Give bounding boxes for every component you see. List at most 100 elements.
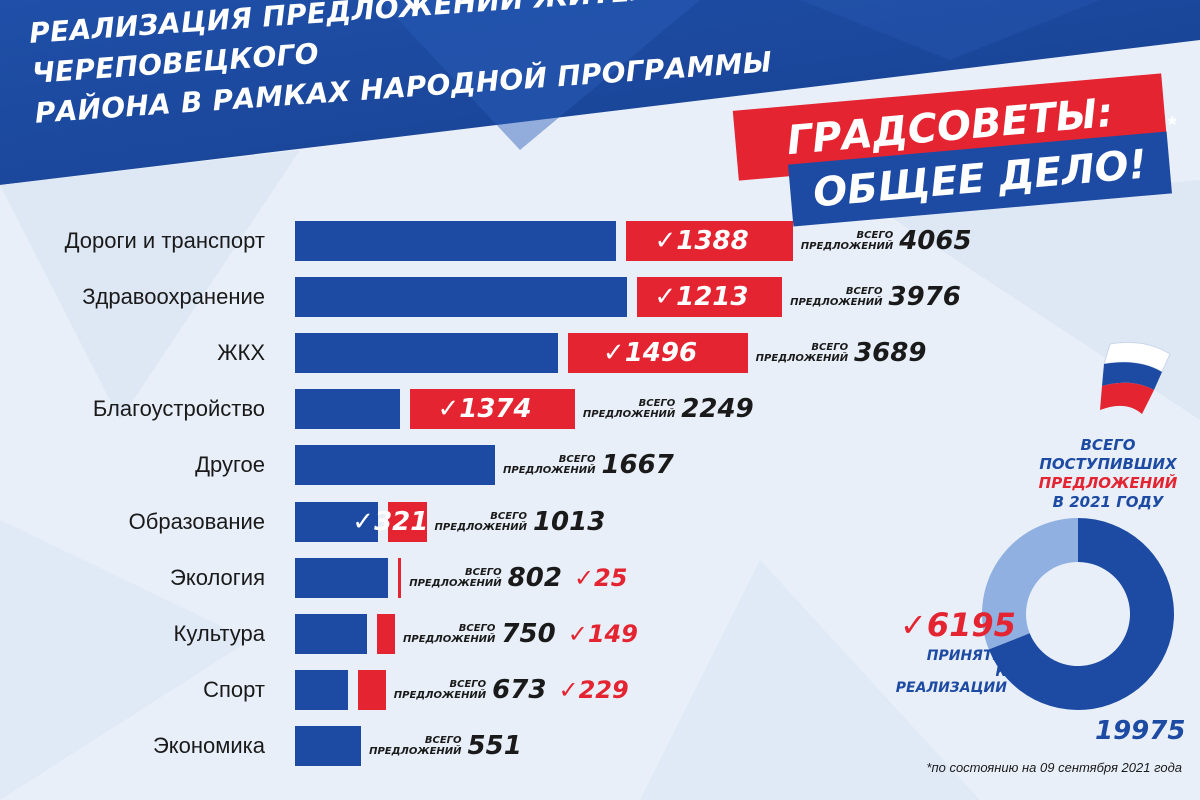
total-caption: ВСЕГО ПРЕДЛОЖЕНИЙ: [394, 679, 486, 701]
accepted-label: ✓25: [573, 563, 628, 592]
total-value: 1667: [601, 450, 674, 481]
total-value: 802: [507, 562, 562, 593]
bar-accepted: [568, 333, 748, 374]
accepted-label: ✓321: [352, 506, 429, 537]
total-caption-line: ВСЕГО: [856, 230, 894, 241]
donut-heading-line-4: В 2021 ГОДУ: [1052, 493, 1164, 511]
category-label: Дороги и транспорт: [64, 228, 265, 253]
total-caption: ВСЕГО ПРЕДЛОЖЕНИЙ: [756, 342, 848, 364]
check-icon: ✓: [900, 606, 927, 644]
accepted-caption-line-1: ПРИНЯТЫ: [926, 648, 1007, 664]
accepted-total-value: 6195: [926, 606, 1016, 644]
total-caption-line: ВСЕГО: [558, 454, 596, 466]
donut-slice-accepted: [982, 518, 1078, 650]
total-group: ВСЕГО ПРЕДЛОЖЕНИЙ 673 ✓229: [394, 672, 629, 708]
total-group: ВСЕГО ПРЕДЛОЖЕНИЙ 802 ✓25: [409, 560, 627, 596]
total-caption-line: ВСЕГО: [845, 286, 883, 298]
total-caption-line: ПРЕДЛОЖЕНИЙ: [369, 745, 462, 757]
accepted-label: ✓149: [567, 619, 638, 648]
total-value: 750: [501, 618, 556, 649]
bar-total: [295, 445, 496, 486]
total-value: 3976: [888, 282, 961, 313]
accepted-label: ✓1496: [602, 338, 698, 369]
accepted-total: ✓6195: [900, 606, 1016, 644]
total-caption-line: ВСЕГО: [811, 342, 849, 354]
donut-chart: [982, 518, 1174, 710]
total-group: ВСЕГО ПРЕДЛОЖЕНИЙ 1013: [435, 504, 606, 540]
header-facet: [800, 0, 1100, 60]
total-group: ВСЕГО ПРЕДЛОЖЕНИЙ 750 ✓149: [403, 616, 638, 652]
donut-total: 19975: [1095, 716, 1186, 746]
flag-ribbon-icon: [1100, 341, 1171, 414]
bar-total: [295, 669, 349, 710]
total-caption: ВСЕГО ПРЕДЛОЖЕНИЙ: [369, 735, 461, 757]
bar-total: [295, 501, 379, 542]
donut-heading-line-2: ПОСТУПИВШИХ: [1039, 455, 1177, 473]
accepted-label: ✓1388: [654, 226, 749, 256]
total-caption-line: ПРЕДЛОЖЕНИЙ: [503, 465, 596, 477]
total-caption: ВСЕГО ПРЕДЛОЖЕНИЙ: [435, 511, 527, 533]
accepted-caption: ПРИНЯТЫ К РЕАЛИЗАЦИИ: [895, 648, 1007, 696]
total-caption-line: ВСЕГО: [638, 398, 676, 410]
total-value: 4065: [899, 226, 972, 256]
total-caption: ВСЕГО ПРЕДЛОЖЕНИЙ: [409, 567, 501, 589]
accepted-label: ✓229: [558, 675, 629, 704]
category-label: Экономика: [152, 732, 265, 758]
bar-total: [295, 557, 389, 598]
bar-accepted: [410, 389, 575, 430]
total-value: 551: [467, 730, 522, 761]
bar-total: [295, 389, 400, 430]
total-caption-line: ВСЕГО: [449, 678, 487, 690]
category-label: Экология: [170, 564, 265, 590]
header-band: [0, 0, 1200, 185]
total-caption: ВСЕГО ПРЕДЛОЖЕНИЙ: [503, 454, 595, 476]
total-caption-line: ПРЕДЛОЖЕНИЙ: [755, 353, 849, 365]
total-caption-line: ВСЕГО: [424, 734, 462, 746]
accepted-label: ✓1374: [437, 394, 532, 425]
total-value: 2249: [681, 394, 754, 425]
bar-accepted: [377, 613, 395, 654]
total-caption-line: ВСЕГО: [458, 622, 496, 634]
bg-facet: [0, 520, 250, 800]
category-label: Благоустройство: [92, 396, 265, 422]
bar-accepted: [388, 501, 427, 542]
total-group: ВСЕГО ПРЕДЛОЖЕНИЙ 4065: [801, 223, 972, 259]
total-caption-line: ПРЕДЛОЖЕНИЙ: [790, 297, 883, 309]
bar-total: [295, 221, 617, 261]
donut-heading: ВСЕГО ПОСТУПИВШИХ ПРЕДЛОЖЕНИЙ В 2021 ГОД…: [1028, 436, 1188, 512]
total-caption-line: ВСЕГО: [490, 510, 527, 522]
header-facet: [380, 0, 700, 150]
donut-heading-line-1: ВСЕГО: [1080, 436, 1136, 454]
category-label: ЖКХ: [217, 340, 265, 366]
bar-total: [295, 725, 362, 766]
slogan-asterisk: *: [1168, 112, 1177, 137]
category-label: Здравоохранение: [82, 284, 265, 310]
donut-slice-remaining: [988, 518, 1174, 710]
total-value: 1013: [532, 506, 606, 537]
total-group: ВСЕГО ПРЕДЛОЖЕНИЙ 2249: [583, 391, 754, 427]
total-caption-line: ПРЕДЛОЖЕНИЙ: [393, 689, 487, 701]
total-caption-line: ВСЕГО: [464, 566, 502, 578]
total-caption-line: ПРЕДЛОЖЕНИЙ: [409, 577, 502, 589]
bar-accepted: [358, 669, 386, 710]
category-label: Спорт: [203, 676, 265, 702]
total-group: ВСЕГО ПРЕДЛОЖЕНИЙ 3689: [756, 335, 927, 371]
total-caption: ВСЕГО ПРЕДЛОЖЕНИЙ: [801, 230, 893, 252]
bar-accepted: [626, 221, 793, 261]
bar-accepted: [636, 277, 783, 318]
total-group: ВСЕГО ПРЕДЛОЖЕНИЙ 3976: [790, 279, 961, 315]
total-caption-line: ПРЕДЛОЖЕНИЙ: [403, 633, 496, 645]
bg-facet: [0, 150, 300, 420]
total-caption-line: ПРЕДЛОЖЕНИЙ: [800, 241, 894, 252]
total-value: 3689: [854, 338, 927, 369]
category-label: Культура: [173, 620, 265, 646]
total-value: 673: [492, 674, 547, 705]
category-label: Другое: [195, 452, 265, 478]
total-group: ВСЕГО ПРЕДЛОЖЕНИЙ 1667: [503, 447, 674, 483]
category-label: Образование: [128, 508, 265, 534]
bg-facet: [640, 560, 980, 800]
accepted-caption-line-2: К РЕАЛИЗАЦИИ: [895, 664, 1007, 696]
total-caption: ВСЕГО ПРЕДЛОЖЕНИЙ: [790, 286, 882, 308]
accepted-label: ✓1213: [654, 282, 749, 313]
